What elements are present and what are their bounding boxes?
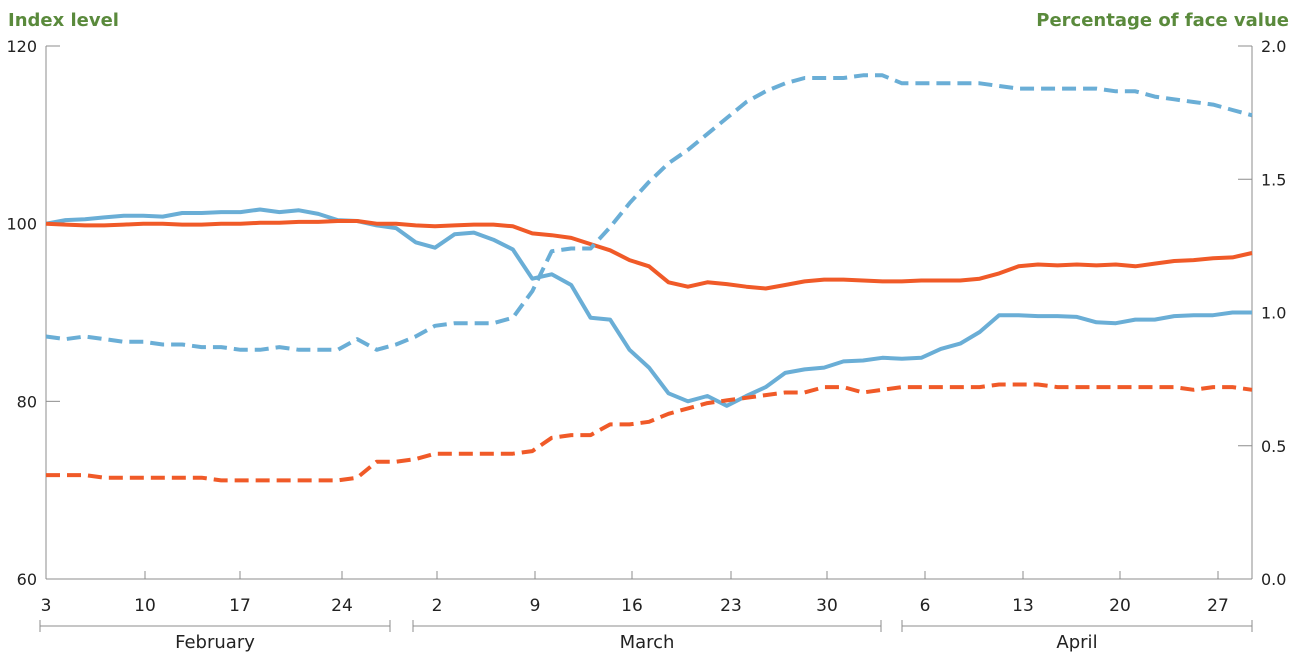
axes [45, 46, 1253, 580]
x-tick-label: 3 [41, 596, 52, 616]
series-blue-solid-line [45, 207, 1252, 408]
x-tick-label: 30 [816, 596, 838, 616]
left-axis-title: Index level [8, 10, 119, 31]
month-label: February [175, 632, 255, 653]
x-tick-label: 13 [1012, 596, 1034, 616]
series-orange-solid-line [45, 219, 1253, 291]
right-tick-label: 0.0 [1261, 570, 1286, 589]
left-tick-label: 120 [6, 37, 37, 56]
month-brackets: February March April [39, 620, 1253, 653]
right-tick-label: 0.5 [1261, 437, 1286, 456]
left-tick-label: 80 [17, 392, 37, 411]
right-tick-label: 1.0 [1261, 304, 1286, 323]
x-tick-label: 6 [920, 596, 931, 616]
series-orange-dashed-line [46, 382, 1253, 483]
x-tick-label: 23 [720, 596, 742, 616]
left-axis-ticks: 60 80 100 120 [6, 37, 60, 589]
month-label: March [620, 632, 675, 653]
x-tick-label: 17 [229, 596, 251, 616]
left-tick-label: 60 [17, 570, 37, 589]
x-tick-label: 24 [331, 596, 353, 616]
month-label: April [1056, 632, 1097, 653]
left-tick-label: 100 [6, 215, 37, 234]
series-blue-dashed-line [45, 73, 1253, 352]
x-tick-label: 9 [530, 596, 541, 616]
x-tick-label: 10 [134, 596, 156, 616]
right-tick-label: 2.0 [1261, 37, 1286, 56]
right-axis-title: Percentage of face value [1036, 10, 1289, 31]
x-axis-ticks: 3 10 17 24 2 9 16 23 30 6 13 20 27 [41, 571, 1229, 616]
x-tick-label: 16 [621, 596, 643, 616]
x-tick-label: 27 [1207, 596, 1229, 616]
x-tick-label: 20 [1109, 596, 1131, 616]
x-tick-label: 2 [432, 596, 443, 616]
right-tick-label: 1.5 [1261, 170, 1286, 189]
series-layer [45, 73, 1253, 483]
